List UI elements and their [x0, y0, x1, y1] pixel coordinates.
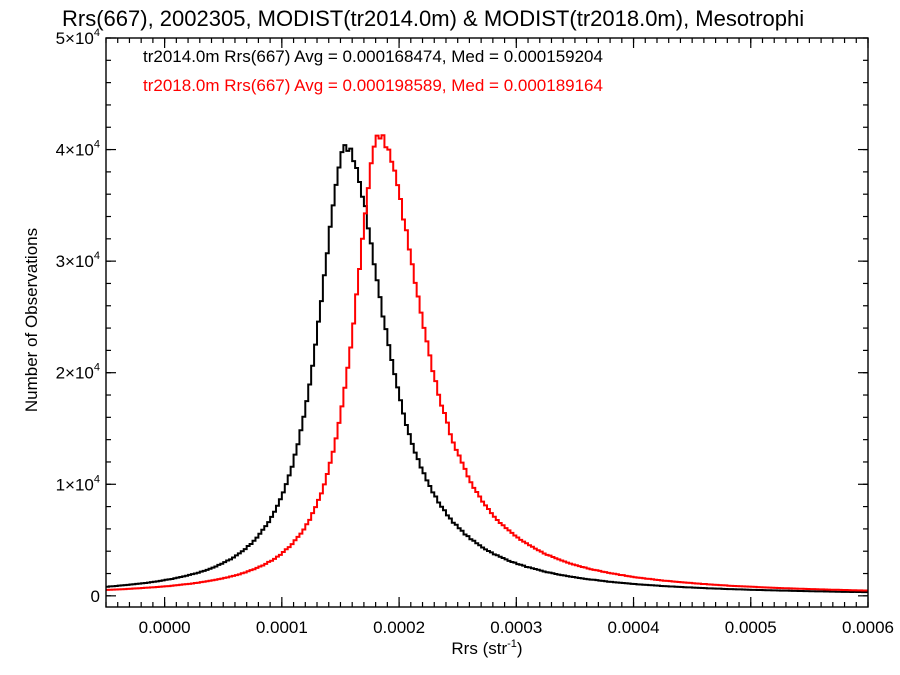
x-tick-label: 0.0001: [256, 618, 308, 637]
x-tick-label: 0.0004: [608, 618, 660, 637]
y-tick-label-exponent: 4: [94, 473, 100, 485]
y-tick-label-exponent: 4: [94, 250, 100, 262]
y-tick-label-base: 2×10: [56, 364, 94, 383]
y-axis-label: Number of Observations: [22, 228, 41, 412]
y-tick-label: 0: [91, 587, 100, 606]
y-tick-label: 1×104: [56, 473, 100, 494]
histogram-series-tr2014.0m: [106, 144, 868, 594]
y-tick-label: 2×104: [56, 362, 100, 383]
x-tick-label: 0.0006: [842, 618, 894, 637]
x-tick-label: 0.0003: [490, 618, 542, 637]
y-tick-label-base: 1×10: [56, 475, 94, 494]
y-tick-label-base: 4×10: [56, 141, 94, 160]
x-axis-label-end: ): [517, 639, 523, 658]
y-tick-label: 4×104: [56, 139, 100, 160]
y-tick-label: 3×104: [56, 250, 100, 271]
series-layer: [106, 134, 868, 594]
y-tick-label-exponent: 4: [94, 27, 100, 39]
x-tick-label: 0.0005: [725, 618, 777, 637]
x-axis-label: Rrs (str-1): [451, 638, 522, 658]
x-tick-label: 0.0000: [139, 618, 191, 637]
series-annotation-tr2018: tr2018.0m Rrs(667) Avg = 0.000198589, Me…: [143, 76, 603, 95]
y-tick-label-base: 5×10: [56, 29, 94, 48]
y-tick-label-exponent: 4: [94, 139, 100, 151]
histogram-series-tr2018.0m: [106, 134, 868, 592]
plot-frame: [105, 37, 869, 608]
series-annotation-tr2014: tr2014.0m Rrs(667) Avg = 0.000168474, Me…: [143, 47, 603, 66]
x-axis: 0.0000 0.0001 0.0002 0.0003 0.0004 0.0005 0.00…: [105, 38, 894, 637]
x-tick-label: 0.0002: [373, 618, 425, 637]
x-axis-label-superscript: -1: [507, 638, 517, 650]
y-tick-label-exponent: 4: [94, 362, 100, 374]
y-tick-label: 5×104: [56, 27, 100, 48]
x-axis-label-main: Rrs (str: [451, 639, 507, 658]
chart-title: Rrs(667), 2002305, MODIST(tr2014.0m) & M…: [62, 6, 804, 31]
y-tick-label-base: 0: [91, 587, 100, 606]
y-tick-label-base: 3×10: [56, 252, 94, 271]
